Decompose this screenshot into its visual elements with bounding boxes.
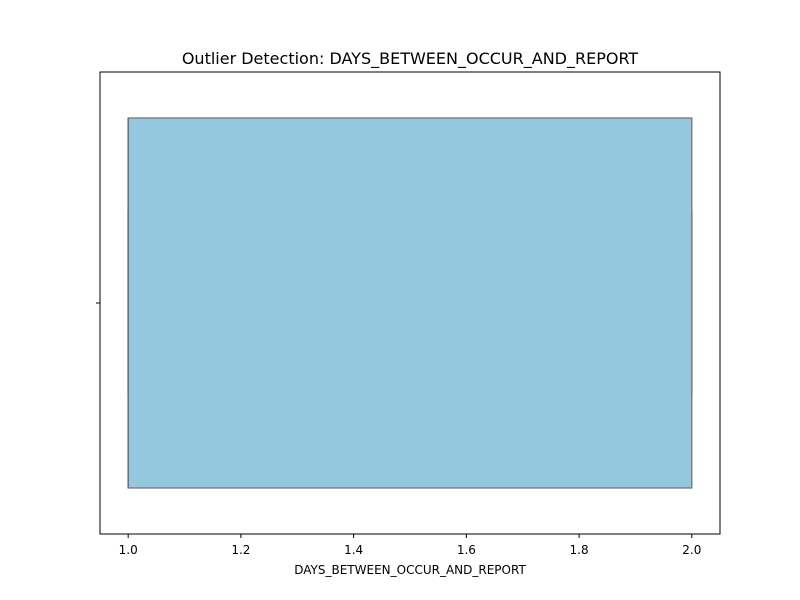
x-tick-label: 1.0 bbox=[119, 543, 138, 557]
box-iqr bbox=[127, 117, 693, 489]
x-tick-label: 1.6 bbox=[457, 543, 476, 557]
x-tick-label: 2.0 bbox=[682, 543, 701, 557]
x-tick-label: 1.4 bbox=[344, 543, 363, 557]
x-tick-label: 1.8 bbox=[570, 543, 589, 557]
x-axis-label: DAYS_BETWEEN_OCCUR_AND_REPORT bbox=[294, 563, 526, 577]
chart-title: Outlier Detection: DAYS_BETWEEN_OCCUR_AN… bbox=[182, 49, 639, 69]
plot-area: 1.0 1.2 1.4 1.6 1.8 2.0 bbox=[96, 71, 721, 557]
x-tick-label: 1.2 bbox=[231, 543, 250, 557]
